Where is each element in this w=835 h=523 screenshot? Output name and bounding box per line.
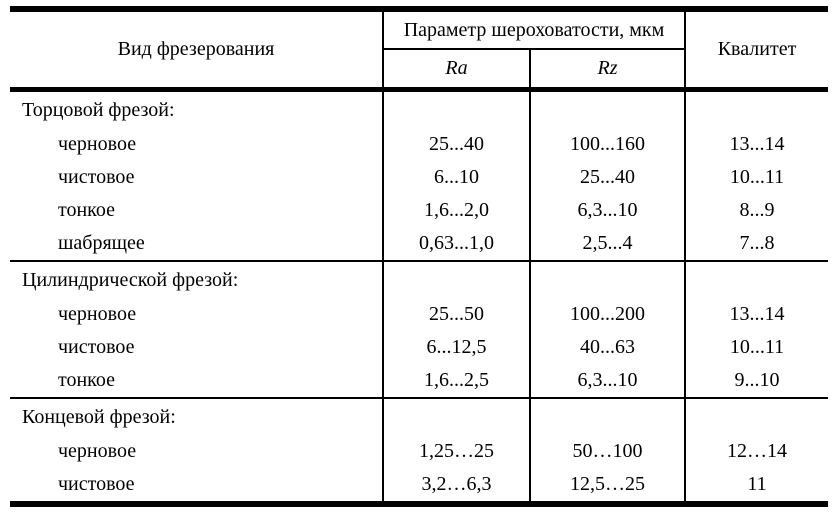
header-ra: Ra — [383, 49, 531, 90]
cell-grade: 10...11 — [729, 336, 785, 358]
cell-ra: 1,25…25 — [383, 435, 531, 468]
cell-ra: 25...50 — [383, 298, 531, 331]
empty-cell — [530, 261, 687, 298]
empty-cell — [685, 261, 828, 298]
row-milling-kind: черновое — [10, 298, 384, 331]
cell-ra: 3,2…6,3 — [383, 468, 531, 504]
cell-grade: 10...11 — [729, 166, 785, 188]
cell-ra: 0,63...1,0 — [383, 227, 531, 261]
row-milling-kind: черновое — [10, 435, 384, 468]
group-label-row: Концевой фрезой: — [10, 398, 828, 435]
header-quality-grade: Квалитет — [717, 38, 797, 60]
cell-grade: 12…14 — [727, 440, 788, 462]
header-rz: Rz — [530, 49, 687, 90]
empty-cell — [530, 89, 687, 128]
cell-ra: 1,6...2,0 — [383, 194, 531, 227]
cell-grade: 13...14 — [729, 303, 785, 325]
group-label-row: Торцовой фрезой: — [10, 89, 828, 129]
cell-ra: 1,6...2,5 — [383, 364, 531, 398]
empty-cell — [383, 398, 531, 435]
row-milling-kind: шабрящее — [10, 227, 384, 261]
header-row-2: Ra Rz — [10, 49, 828, 90]
table-header: Вид фрезерования Параметр шероховатости,… — [10, 9, 829, 90]
empty-cell — [685, 398, 828, 435]
cell-grade: 11 — [747, 473, 767, 495]
cell-rz: 6,3...10 — [530, 194, 687, 227]
empty-cell — [383, 89, 531, 128]
cell-rz: 40...63 — [530, 331, 687, 364]
row-milling-kind: тонкое — [10, 364, 384, 398]
table-row: черновое 25...40 100...160 13...14 — [10, 128, 828, 161]
empty-cell — [685, 90, 828, 129]
table-row: чистовое 3,2…6,3 12,5…25 11 — [10, 468, 828, 504]
group-label: Цилиндрической фрезой: — [10, 261, 384, 298]
table-row: черновое 25...50 100...200 13...14 — [10, 298, 828, 331]
table-row: тонкое 1,6...2,5 6,3...10 9...10 — [10, 364, 828, 398]
milling-group: Цилиндрической фрезой: черновое 25...50 100… — [10, 261, 829, 398]
header-roughness-parameter: Параметр шероховатости, мкм — [383, 9, 687, 50]
row-milling-kind: тонкое — [10, 194, 384, 227]
table-row: черновое 1,25…25 50…100 12…14 — [10, 435, 828, 468]
cell-rz: 25...40 — [530, 161, 687, 194]
row-milling-kind: чистовое — [10, 161, 384, 194]
header-milling-type: Вид фрезерования — [10, 9, 384, 90]
cell-grade: 7...8 — [739, 232, 775, 254]
cell-ra: 25...40 — [383, 128, 531, 161]
header-row-1: Вид фрезерования Параметр шероховатости,… — [10, 9, 828, 90]
cell-rz: 6,3...10 — [530, 364, 687, 398]
empty-cell — [530, 398, 687, 435]
row-milling-kind: черновое — [10, 128, 384, 161]
cell-ra: 6...12,5 — [383, 331, 531, 364]
cell-rz: 50…100 — [530, 435, 687, 468]
table-row: тонкое 1,6...2,0 6,3...10 8...9 — [10, 194, 828, 227]
cell-rz: 100...200 — [530, 298, 687, 331]
cell-grade: 8...9 — [739, 199, 775, 221]
group-label: Торцовой фрезой: — [10, 89, 384, 128]
table-row: чистовое 6...10 25...40 10...11 — [10, 161, 828, 194]
empty-cell — [383, 261, 531, 298]
cell-rz: 100...160 — [530, 128, 687, 161]
milling-group: Концевой фрезой: черновое 1,25…25 50…100 12…… — [10, 398, 829, 504]
milling-group: Торцовой фрезой: черновое 25...40 100...160… — [10, 89, 828, 261]
group-label: Концевой фрезой: — [10, 398, 384, 435]
document-page: Вид фрезерования Параметр шероховатости,… — [0, 6, 835, 523]
cell-ra: 6...10 — [383, 161, 531, 194]
cell-rz: 2,5...4 — [530, 227, 687, 261]
cell-rz: 12,5…25 — [530, 468, 687, 504]
row-milling-kind: чистовое — [10, 468, 384, 504]
table-row: шабрящее 0,63...1,0 2,5...4 7...8 — [10, 227, 828, 261]
group-label-row: Цилиндрической фрезой: — [10, 261, 828, 298]
milling-roughness-table: Вид фрезерования Параметр шероховатости,… — [10, 6, 829, 507]
row-milling-kind: чистовое — [10, 331, 384, 364]
cell-grade: 9...10 — [734, 369, 780, 391]
table-row: чистовое 6...12,5 40...63 10...11 — [10, 331, 828, 364]
cell-grade: 13...14 — [729, 133, 785, 155]
